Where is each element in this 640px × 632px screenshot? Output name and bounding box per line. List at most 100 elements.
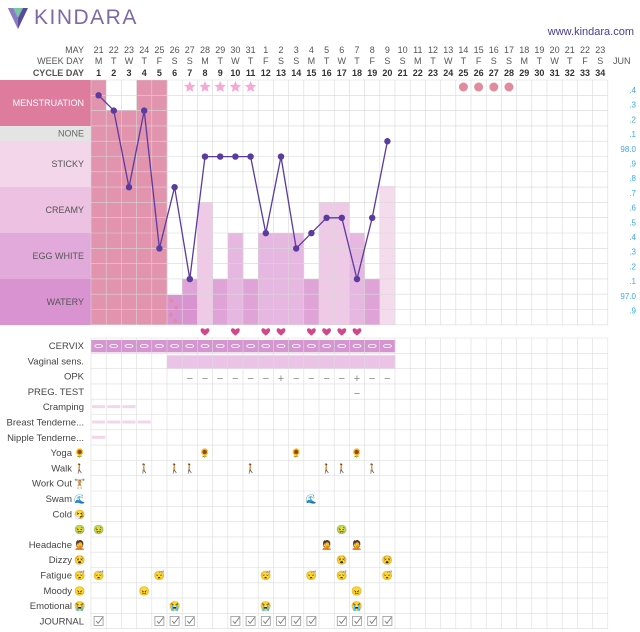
symptom-entry-icon[interactable]: 🚶	[245, 462, 256, 473]
symptom-entry-icon[interactable]: 🌻	[291, 447, 302, 458]
vaginal-sensation-cell[interactable]	[167, 355, 183, 369]
site-url[interactable]: www.kindara.com	[547, 26, 634, 38]
temperature-point[interactable]	[262, 229, 269, 237]
cervix-cell[interactable]	[349, 340, 365, 353]
symptom-bar[interactable]	[107, 420, 121, 424]
vaginal-sensation-cell[interactable]	[364, 355, 381, 369]
opk-result[interactable]: −	[369, 373, 375, 385]
symptom-bar[interactable]	[107, 405, 121, 409]
symptom-entry-icon[interactable]: 😴	[154, 570, 165, 581]
temperature-point[interactable]	[369, 214, 376, 222]
cervix-cell[interactable]	[258, 340, 274, 353]
journal-check-icon[interactable]	[184, 616, 195, 626]
vaginal-sensation-cell[interactable]	[379, 355, 396, 369]
symptom-bar[interactable]	[92, 420, 106, 424]
vaginal-sensation-cell[interactable]	[273, 355, 289, 369]
temperature-point[interactable]	[217, 153, 224, 160]
vaginal-sensation-cell[interactable]	[197, 355, 213, 369]
intercourse-heart-icon[interactable]	[337, 328, 347, 336]
symptom-entry-icon[interactable]: 😴	[260, 570, 271, 581]
symptom-entry-icon[interactable]: 😭	[351, 601, 362, 611]
symptom-entry-icon[interactable]: 🚶	[139, 462, 150, 473]
temperature-point[interactable]	[171, 183, 178, 191]
intercourse-heart-icon[interactable]	[352, 328, 362, 336]
cervix-cell[interactable]	[243, 340, 259, 353]
opk-result[interactable]: −	[232, 373, 238, 385]
symptom-bar[interactable]	[122, 420, 136, 424]
temperature-point[interactable]	[338, 214, 345, 222]
symptom-bar[interactable]	[137, 420, 151, 424]
symptom-entry-icon[interactable]: 🌊	[306, 493, 317, 504]
intercourse-heart-icon[interactable]	[230, 328, 240, 336]
symptom-entry-icon[interactable]: 🚶	[367, 462, 378, 473]
symptom-entry-icon[interactable]: 🤦	[321, 539, 332, 550]
symptom-bar[interactable]	[92, 435, 106, 439]
symptom-entry-icon[interactable]: 🌻	[351, 447, 362, 458]
opk-result[interactable]: −	[384, 373, 390, 385]
journal-check-icon[interactable]	[336, 616, 347, 626]
symptom-entry-icon[interactable]: 🚶	[169, 462, 180, 473]
symptom-entry-icon[interactable]: 🚶	[321, 462, 332, 473]
intercourse-heart-icon[interactable]	[306, 328, 316, 336]
cervix-cell[interactable]	[91, 340, 107, 353]
journal-check-icon[interactable]	[382, 616, 393, 626]
journal-check-icon[interactable]	[154, 616, 165, 626]
symptom-bar[interactable]	[92, 405, 106, 409]
opk-result[interactable]: −	[323, 373, 329, 385]
cervix-cell[interactable]	[303, 340, 320, 353]
journal-check-icon[interactable]	[276, 616, 286, 626]
cervix-cell[interactable]	[197, 340, 213, 353]
journal-check-icon[interactable]	[260, 616, 271, 626]
opk-result[interactable]: −	[308, 373, 314, 385]
journal-check-icon[interactable]	[352, 616, 362, 626]
cervix-cell[interactable]	[106, 340, 122, 353]
vaginal-sensation-cell[interactable]	[212, 355, 229, 369]
journal-check-icon[interactable]	[367, 616, 378, 626]
temperature-point[interactable]	[293, 245, 300, 252]
preg-test-result[interactable]: −	[354, 388, 360, 400]
temperature-point[interactable]	[247, 153, 254, 160]
vaginal-sensation-cell[interactable]	[303, 355, 320, 369]
cervix-cell[interactable]	[151, 340, 168, 353]
intercourse-heart-icon[interactable]	[261, 328, 271, 336]
opk-result[interactable]: +	[278, 373, 284, 385]
cervix-cell[interactable]	[379, 340, 396, 353]
symptom-entry-icon[interactable]: 😠	[351, 586, 362, 596]
cervix-cell[interactable]	[227, 340, 244, 353]
symptom-entry-icon[interactable]: 😴	[336, 570, 347, 581]
journal-check-icon[interactable]	[93, 616, 104, 626]
temperature-point[interactable]	[95, 92, 102, 99]
cervix-cell[interactable]	[319, 340, 335, 353]
temperature-point[interactable]	[384, 138, 391, 145]
journal-check-icon[interactable]	[291, 616, 302, 626]
journal-check-icon[interactable]	[169, 616, 180, 626]
symptom-entry-icon[interactable]: 😠	[139, 586, 150, 596]
temperature-point[interactable]	[110, 107, 118, 114]
cervix-cell[interactable]	[121, 340, 137, 353]
opk-result[interactable]: −	[263, 373, 269, 385]
cervix-cell[interactable]	[273, 340, 289, 353]
opk-result[interactable]: −	[202, 373, 208, 385]
temperature-point[interactable]	[232, 153, 239, 160]
symptom-entry-icon[interactable]: 😭	[260, 601, 271, 611]
vaginal-sensation-cell[interactable]	[334, 355, 350, 369]
symptom-entry-icon[interactable]: 🚶	[336, 462, 347, 473]
temperature-point[interactable]	[201, 153, 209, 160]
vaginal-sensation-cell[interactable]	[319, 355, 335, 369]
vaginal-sensation-cell[interactable]	[243, 355, 259, 369]
cervix-cell[interactable]	[364, 340, 381, 353]
symptom-entry-icon[interactable]: 🌻	[199, 447, 210, 458]
symptom-bar[interactable]	[122, 405, 136, 409]
opk-result[interactable]: −	[339, 373, 345, 385]
cervix-cell[interactable]	[334, 340, 350, 353]
temperature-point[interactable]	[277, 153, 285, 160]
symptom-entry-icon[interactable]: 😭	[169, 601, 180, 611]
temperature-point[interactable]	[125, 183, 133, 191]
cervix-cell[interactable]	[182, 340, 198, 353]
cervix-cell[interactable]	[212, 340, 229, 353]
symptom-entry-icon[interactable]: 🤢	[336, 525, 347, 535]
vaginal-sensation-cell[interactable]	[227, 355, 244, 369]
symptom-entry-icon[interactable]: 😵	[336, 555, 347, 565]
opk-result[interactable]: −	[293, 373, 299, 385]
intercourse-heart-icon[interactable]	[200, 328, 210, 336]
